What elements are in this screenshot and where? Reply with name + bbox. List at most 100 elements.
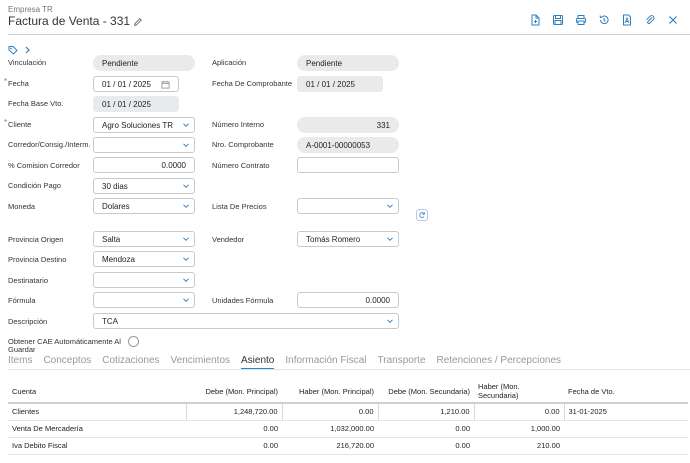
tab-asiento[interactable]: Asiento bbox=[241, 355, 275, 370]
table-cell: 210.00 bbox=[474, 437, 564, 455]
chevron-down-icon bbox=[182, 276, 190, 284]
tab-retenciones-percepciones[interactable]: Retenciones / Percepciones bbox=[436, 355, 562, 366]
edit-title-icon[interactable] bbox=[133, 16, 143, 26]
tabs-divider bbox=[8, 369, 690, 370]
history-icon[interactable] bbox=[595, 12, 613, 28]
vendedor-select[interactable]: Tomás Romero bbox=[297, 231, 399, 247]
table-cell bbox=[564, 437, 688, 455]
table-header-row: Cuenta Debe (Mon. Principal) Haber (Mon.… bbox=[8, 380, 688, 404]
calendar-icon[interactable] bbox=[161, 80, 170, 89]
page-title: Factura de Venta - 331 bbox=[8, 14, 143, 28]
lista-precios-select[interactable] bbox=[297, 198, 399, 214]
aplicacion-label: Aplicación bbox=[212, 58, 247, 67]
table-cell: 0.00 bbox=[378, 437, 474, 455]
vinculacion-label: Vinculación bbox=[8, 58, 47, 67]
destinatario-select[interactable] bbox=[93, 272, 195, 288]
table-cell: 216,720.00 bbox=[282, 437, 378, 455]
unidades-formula-input[interactable]: 0.0000 bbox=[297, 292, 399, 308]
moneda-label: Moneda bbox=[8, 202, 36, 211]
save-icon[interactable] bbox=[549, 12, 567, 28]
toolbar bbox=[526, 12, 682, 28]
table-cell: 0.00 bbox=[186, 437, 282, 455]
fecha-input[interactable]: 01 / 01 / 2025 bbox=[93, 76, 179, 92]
chevron-down-icon bbox=[386, 317, 394, 325]
table-row[interactable]: Iva Debito Fiscal 0.00 216,720.00 0.00 2… bbox=[8, 437, 688, 455]
table-row[interactable]: Venta De Mercadería 0.00 1,032,000.00 0.… bbox=[8, 420, 688, 438]
header-divider bbox=[8, 34, 690, 35]
corredor-select[interactable] bbox=[93, 137, 195, 153]
chevron-down-icon bbox=[386, 235, 394, 243]
cae-toggle[interactable] bbox=[128, 336, 139, 347]
tab-items[interactable]: Items bbox=[8, 355, 33, 366]
company-name: Empresa TR bbox=[8, 5, 53, 14]
descripcion-label: Descripción bbox=[8, 317, 48, 326]
provincia-destino-value: Mendoza bbox=[102, 254, 135, 264]
chevron-down-icon bbox=[182, 141, 190, 149]
chevron-down-icon bbox=[386, 202, 394, 210]
moneda-select[interactable]: Dolares bbox=[93, 198, 195, 214]
refresh-icon[interactable] bbox=[416, 209, 428, 221]
comision-label: % Comision Corredor bbox=[8, 161, 80, 170]
table-cell: 1,210.00 bbox=[377, 403, 474, 421]
provincia-destino-select[interactable]: Mendoza bbox=[93, 251, 195, 267]
asiento-table: Cuenta Debe (Mon. Principal) Haber (Mon.… bbox=[8, 380, 688, 455]
unidades-formula-label: Unidades Fórmula bbox=[212, 296, 274, 305]
tab-informacion-fiscal[interactable]: Información Fiscal bbox=[285, 355, 367, 366]
chevron-down-icon bbox=[182, 121, 190, 129]
tab-transporte[interactable]: Transporte bbox=[377, 355, 426, 366]
table-cell: Iva Debito Fiscal bbox=[8, 437, 186, 455]
fecha-comprobante-field: 01 / 01 / 2025 bbox=[297, 76, 383, 92]
table-cell: Venta De Mercadería bbox=[8, 420, 186, 438]
column-header-debe-secundaria[interactable]: Debe (Mon. Secundaria) bbox=[378, 380, 474, 404]
attachment-icon[interactable] bbox=[641, 12, 659, 28]
print-icon[interactable] bbox=[572, 12, 590, 28]
condicion-pago-label: Condición Pago bbox=[8, 181, 61, 190]
vinculacion-field: Pendiente bbox=[93, 55, 195, 71]
numero-interno-label: Número Interno bbox=[212, 120, 265, 129]
table-cell: 1,000.00 bbox=[474, 420, 564, 438]
lista-precios-label: Lista De Precios bbox=[212, 202, 267, 211]
table-cell bbox=[564, 420, 688, 438]
new-document-icon[interactable] bbox=[526, 12, 544, 28]
column-header-debe-principal[interactable]: Debe (Mon. Principal) bbox=[186, 380, 282, 404]
nro-comprobante-label: Nro. Comprobante bbox=[212, 140, 274, 149]
vendedor-label: Vendedor bbox=[212, 235, 245, 244]
condicion-pago-select[interactable]: 30 dias bbox=[93, 178, 195, 194]
column-header-haber-principal[interactable]: Haber (Mon. Principal) bbox=[282, 380, 378, 404]
provincia-origen-value: Salta bbox=[102, 234, 121, 244]
provincia-origen-label: Provincia Origen bbox=[8, 235, 64, 244]
numero-contrato-input[interactable] bbox=[297, 157, 399, 173]
condicion-pago-value: 30 dias bbox=[102, 181, 128, 191]
chevron-down-icon bbox=[182, 182, 190, 190]
column-header-haber-secundaria[interactable]: Haber (Mon. Secundaria) bbox=[474, 380, 564, 404]
tag-icon[interactable] bbox=[8, 42, 18, 60]
column-header-fecha-vto[interactable]: Fecha de Vto. bbox=[564, 380, 688, 404]
comision-input[interactable]: 0.0000 bbox=[93, 157, 195, 173]
formula-select[interactable] bbox=[93, 292, 195, 308]
tab-cotizaciones[interactable]: Cotizaciones bbox=[102, 355, 160, 366]
tab-vencimientos[interactable]: Vencimientos bbox=[170, 355, 231, 366]
fecha-base-label: Fecha Base Vto. bbox=[8, 99, 64, 108]
close-icon[interactable] bbox=[664, 12, 682, 28]
numero-interno-field: 331 bbox=[297, 117, 399, 133]
cliente-select[interactable]: Agro Soluciones TR bbox=[93, 117, 195, 133]
cae-label-line1: Obtener CAE Automáticamente Al bbox=[8, 337, 121, 346]
fecha-base-field: 01 / 01 / 2025 bbox=[93, 96, 179, 112]
tab-conceptos[interactable]: Conceptos bbox=[43, 355, 92, 366]
table-cell: 1,248,720.00 bbox=[185, 403, 282, 421]
table-row[interactable]: Clientes 1,248,720.00 0.00 1,210.00 0.00… bbox=[8, 403, 688, 421]
table-cell: 0.00 bbox=[186, 420, 282, 438]
chevron-right-icon[interactable] bbox=[22, 42, 32, 60]
fecha-label: Fecha bbox=[4, 77, 29, 88]
fecha-value: 01 / 01 / 2025 bbox=[102, 79, 151, 89]
nro-comprobante-field: A-0001-00000053 bbox=[297, 137, 399, 153]
pdf-icon[interactable] bbox=[618, 12, 636, 28]
provincia-origen-select[interactable]: Salta bbox=[93, 231, 195, 247]
table-cell: 0.00 bbox=[378, 420, 474, 438]
table-cell: 1,032,000.00 bbox=[282, 420, 378, 438]
descripcion-select[interactable]: TCA bbox=[93, 313, 399, 329]
formula-label: Fórmula bbox=[8, 296, 36, 305]
cae-label-line2: Guardar bbox=[8, 345, 36, 354]
provincia-destino-label: Provincia Destino bbox=[8, 255, 67, 264]
column-header-cuenta[interactable]: Cuenta bbox=[8, 380, 186, 404]
